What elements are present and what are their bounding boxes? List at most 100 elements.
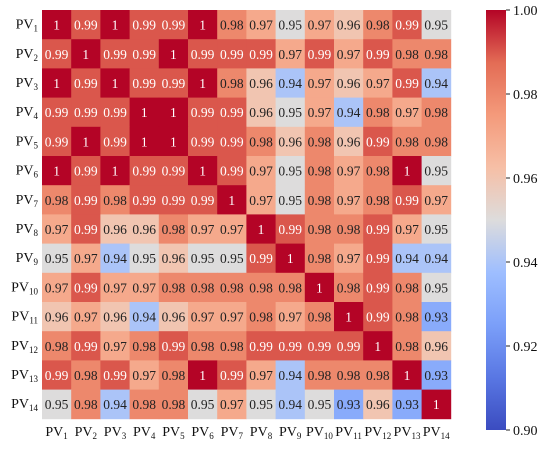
cell-r7-c10 xyxy=(304,185,335,215)
cell-r14-c14 xyxy=(421,389,452,420)
cell-r12-c8 xyxy=(246,331,276,361)
cell-value-r6-c11: 0.97 xyxy=(337,164,361,179)
cell-r6-c11 xyxy=(334,156,364,186)
cell-value-r12-c7: 0.98 xyxy=(220,339,244,354)
cell-r6-c12 xyxy=(363,156,393,186)
cell-value-r3-c4: 0.99 xyxy=(132,76,156,91)
cell-value-r1-c13: 0.99 xyxy=(395,18,419,33)
cell-r6-c6 xyxy=(188,156,218,186)
cell-value-r8-c10: 0.98 xyxy=(308,222,332,237)
cell-value-r4-c6: 0.99 xyxy=(191,105,215,120)
cell-r5-c5 xyxy=(158,126,189,157)
cell-r7-c4 xyxy=(129,185,160,215)
cell-r5-c13 xyxy=(392,126,422,157)
cell-value-r7-c12: 0.98 xyxy=(366,193,390,208)
cell-r12-c10 xyxy=(304,331,335,361)
cell-value-r14-c7: 0.97 xyxy=(220,397,244,412)
cell-r10-c12 xyxy=(363,272,393,303)
cell-r6-c13 xyxy=(392,156,422,186)
cell-r11-c3 xyxy=(100,302,130,332)
cell-value-r1-c11: 0.96 xyxy=(337,18,361,33)
cell-r4-c10 xyxy=(304,97,335,128)
cell-r8-c4 xyxy=(129,214,160,244)
cell-r11-c12 xyxy=(363,302,393,332)
cell-r10-c3 xyxy=(100,272,130,303)
cell-r8-c7 xyxy=(217,214,247,244)
cell-r9-c3 xyxy=(100,243,130,274)
cell-r14-c10 xyxy=(304,389,335,420)
cell-r1-c9 xyxy=(275,10,306,40)
cell-r10-c11 xyxy=(334,272,364,303)
cell-r1-c4 xyxy=(129,10,160,40)
cell-r9-c6 xyxy=(188,243,218,274)
row-label-10: PV10 xyxy=(11,280,38,296)
cell-r1-c1 xyxy=(42,10,72,40)
cell-r11-c11 xyxy=(334,302,364,332)
cell-r3-c6 xyxy=(188,68,218,98)
cell-value-r10-c12: 0.99 xyxy=(366,280,390,295)
cell-value-r4-c2: 0.99 xyxy=(74,105,98,120)
cell-r3-c7 xyxy=(217,68,247,98)
cell-value-r4-c14: 0.98 xyxy=(424,105,448,120)
cell-value-r12-c14: 0.96 xyxy=(424,339,448,354)
cell-r5-c2 xyxy=(71,126,101,157)
cell-r7-c7 xyxy=(217,185,247,215)
cell-value-r4-c11: 0.94 xyxy=(337,105,361,120)
cell-r11-c14 xyxy=(421,302,452,332)
cell-r1-c10 xyxy=(304,10,335,40)
cell-r2-c2 xyxy=(71,39,101,69)
cell-r11-c2 xyxy=(71,302,101,332)
cell-value-r2-c11: 0.97 xyxy=(337,47,361,62)
cell-r11-c7 xyxy=(217,302,247,332)
cell-r5-c12 xyxy=(363,126,393,157)
cell-r12-c11 xyxy=(334,331,364,361)
cell-value-r11-c13: 0.98 xyxy=(395,310,419,325)
cell-r8-c1 xyxy=(42,214,72,244)
col-label-12: PV12 xyxy=(364,425,391,441)
col-label-1: PV1 xyxy=(45,425,67,441)
cell-value-r5-c3: 0.99 xyxy=(103,134,127,149)
cell-r8-c3 xyxy=(100,214,130,244)
cell-r6-c7 xyxy=(217,156,247,186)
cell-r9-c2 xyxy=(71,243,101,274)
cell-value-r9-c11: 0.97 xyxy=(337,251,361,266)
cell-r2-c13 xyxy=(392,39,422,69)
cell-r3-c3 xyxy=(100,68,130,98)
cell-r11-c8 xyxy=(246,302,276,332)
cell-r10-c6 xyxy=(188,272,218,303)
cell-r11-c9 xyxy=(275,302,306,332)
row-label-8: PV8 xyxy=(16,222,39,238)
row-label-5: PV5 xyxy=(16,134,39,150)
cell-value-r13-c6: 1 xyxy=(199,368,206,383)
cell-value-r2-c13: 0.98 xyxy=(395,47,419,62)
cell-value-r11-c2: 0.97 xyxy=(74,310,98,325)
row-label-4: PV4 xyxy=(16,105,39,121)
cell-value-r10-c3: 0.97 xyxy=(103,280,127,295)
cell-r1-c8 xyxy=(246,10,276,40)
colorbar: 1.00 0.98 0.96 0.94 0.92 0.90 xyxy=(486,4,538,439)
cell-r13-c2 xyxy=(71,360,101,390)
cell-value-r1-c6: 1 xyxy=(199,18,206,33)
cell-value-r9-c10: 0.98 xyxy=(308,251,332,266)
cell-r7-c5 xyxy=(158,185,189,215)
cell-value-r8-c8: 1 xyxy=(258,222,265,237)
colorbar-tick-label-3: 0.96 xyxy=(513,172,538,187)
cell-r10-c14 xyxy=(421,272,452,303)
cell-value-r7-c5: 0.99 xyxy=(162,193,186,208)
cell-r7-c1 xyxy=(42,185,72,215)
cell-r12-c13 xyxy=(392,331,422,361)
cell-value-r13-c11: 0.98 xyxy=(337,368,361,383)
cell-value-r6-c10: 0.98 xyxy=(308,164,332,179)
cell-r14-c12 xyxy=(363,389,393,420)
cell-r13-c13 xyxy=(392,360,422,390)
cell-value-r11-c6: 0.97 xyxy=(191,310,215,325)
cell-r6-c1 xyxy=(42,156,72,186)
cell-r14-c8 xyxy=(246,389,276,420)
cell-value-r3-c12: 0.97 xyxy=(366,76,390,91)
cell-value-r7-c1: 0.98 xyxy=(45,193,69,208)
cell-r7-c14 xyxy=(421,185,452,215)
cell-r5-c8 xyxy=(246,126,276,157)
cell-value-r14-c5: 0.98 xyxy=(162,397,186,412)
cell-value-r13-c3: 0.99 xyxy=(103,368,127,383)
cell-value-r2-c9: 0.97 xyxy=(278,47,302,62)
